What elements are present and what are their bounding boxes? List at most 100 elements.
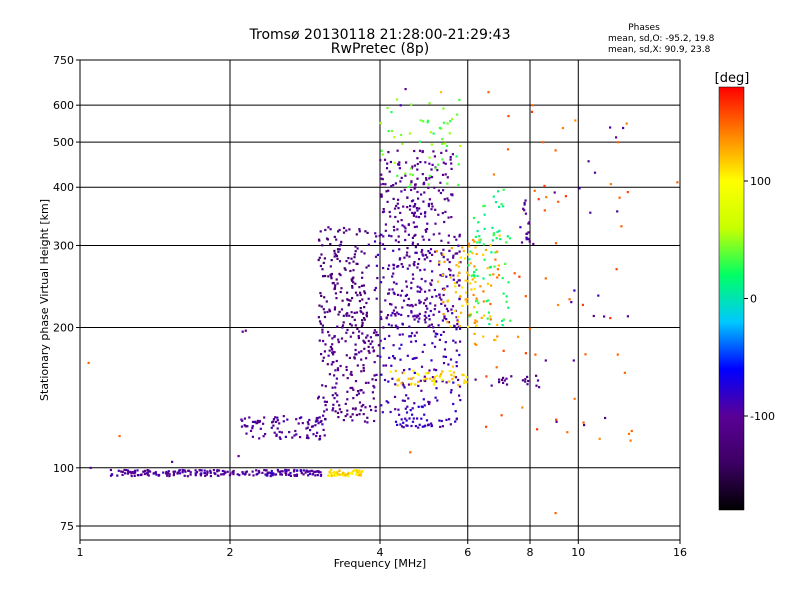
data-point — [367, 264, 370, 267]
data-point — [524, 378, 527, 381]
data-point — [322, 308, 325, 311]
data-point — [412, 417, 415, 420]
data-point — [404, 174, 407, 177]
data-point — [342, 472, 345, 475]
data-point — [376, 277, 379, 280]
y-tick-label: 300 — [53, 239, 74, 252]
data-point — [431, 376, 434, 379]
data-point — [444, 173, 447, 176]
data-point — [421, 235, 424, 238]
data-point — [361, 321, 364, 324]
data-point — [277, 470, 280, 473]
data-point — [362, 369, 365, 372]
data-point — [407, 383, 411, 386]
data-point — [502, 349, 505, 352]
data-point — [456, 252, 459, 255]
data-point — [395, 282, 398, 285]
data-point — [375, 235, 378, 238]
data-point — [468, 245, 471, 248]
data-point — [266, 472, 269, 475]
data-point — [373, 419, 376, 423]
data-point — [396, 149, 399, 152]
data-point — [392, 344, 395, 347]
data-point — [425, 304, 428, 308]
data-point — [333, 308, 336, 311]
data-point — [352, 388, 355, 391]
data-point — [412, 369, 415, 372]
data-point — [251, 420, 255, 423]
data-point — [582, 421, 585, 424]
data-point — [168, 475, 171, 478]
data-point — [334, 473, 338, 476]
data-point — [419, 140, 422, 143]
data-point — [162, 471, 165, 474]
data-point — [466, 280, 469, 283]
data-point — [336, 411, 340, 414]
data-point — [479, 285, 482, 288]
data-point — [444, 355, 447, 358]
data-point — [295, 433, 298, 436]
data-point — [337, 250, 340, 253]
data-point — [209, 469, 212, 472]
data-point — [308, 472, 312, 475]
data-point — [307, 474, 310, 477]
data-point — [387, 264, 391, 267]
data-point — [294, 429, 297, 433]
data-point — [405, 280, 408, 283]
data-point — [374, 255, 378, 258]
data-point — [360, 470, 363, 473]
data-point — [449, 156, 452, 159]
data-point — [319, 264, 322, 268]
data-point — [503, 379, 506, 382]
data-point — [392, 281, 396, 284]
data-point — [430, 323, 433, 326]
data-point — [267, 471, 270, 474]
data-point — [365, 311, 368, 314]
data-point — [597, 294, 600, 297]
data-point — [409, 383, 413, 386]
data-point — [328, 308, 331, 311]
data-point — [145, 472, 148, 475]
data-point — [354, 343, 357, 346]
data-point — [338, 473, 341, 476]
data-point — [143, 472, 146, 476]
data-point — [401, 289, 404, 292]
data-point — [315, 470, 318, 473]
data-point — [427, 183, 430, 186]
data-point — [396, 384, 399, 387]
data-point — [376, 354, 379, 357]
data-point — [414, 251, 417, 254]
data-point — [498, 234, 501, 237]
data-point — [355, 394, 359, 397]
data-point — [394, 369, 397, 372]
data-point — [357, 474, 361, 477]
data-point — [441, 380, 444, 383]
data-point — [360, 311, 363, 314]
data-point — [449, 276, 452, 279]
data-point — [319, 292, 322, 295]
data-point — [351, 279, 354, 282]
data-point — [423, 318, 426, 321]
data-point — [407, 297, 410, 300]
data-point — [506, 235, 509, 238]
data-point — [392, 249, 395, 252]
data-point — [253, 421, 256, 424]
data-point — [598, 437, 601, 440]
data-point — [482, 290, 485, 293]
data-point — [372, 331, 376, 334]
data-point — [420, 193, 423, 196]
data-point — [323, 434, 326, 437]
data-point — [604, 416, 607, 420]
data-point — [432, 313, 435, 316]
data-point — [458, 271, 461, 274]
data-point — [409, 173, 412, 176]
data-point — [403, 386, 406, 389]
data-point — [427, 424, 430, 427]
data-point — [334, 474, 337, 477]
data-point — [406, 251, 409, 254]
data-point — [423, 268, 426, 271]
data-point — [330, 472, 333, 475]
data-point — [375, 264, 378, 267]
data-point — [288, 431, 291, 434]
data-point — [379, 183, 382, 186]
